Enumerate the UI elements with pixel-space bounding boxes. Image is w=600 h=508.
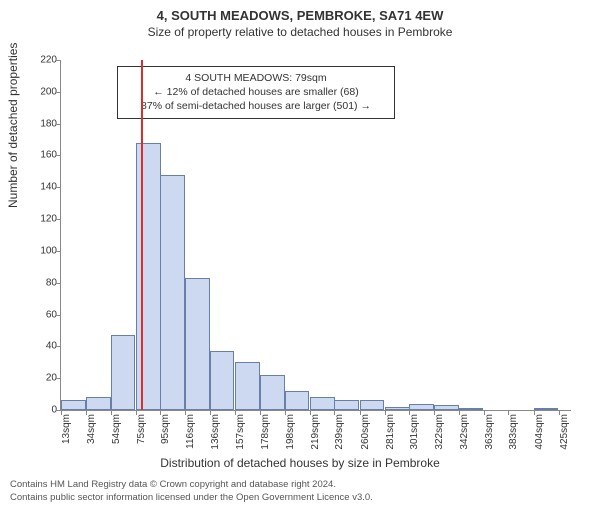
info-line-1: 4 SOUTH MEADOWS: 79sqm [126,71,386,85]
y-tick-mark [56,124,61,125]
x-tick: 425sqm [559,414,570,450]
x-tick: 301sqm [409,414,420,450]
page-title: 4, SOUTH MEADOWS, PEMBROKE, SA71 4EW [0,8,600,23]
footer-line-2: Contains public sector information licen… [10,492,373,504]
histogram-bar [459,408,484,410]
histogram-bar [409,404,434,410]
x-tick: 136sqm [210,414,221,450]
x-tick: 260sqm [360,414,371,450]
histogram-bar [385,407,410,410]
x-tick-mark [185,410,186,415]
x-tick: 116sqm [185,414,196,449]
x-tick-mark [285,410,286,415]
x-tick-mark [136,410,137,415]
footer-attribution: Contains HM Land Registry data © Crown c… [10,479,373,504]
y-tick-mark [56,315,61,316]
x-tick-mark [484,410,485,415]
x-axis-label: Distribution of detached houses by size … [0,456,600,470]
histogram-bar [360,400,385,410]
histogram-chart: 4 SOUTH MEADOWS: 79sqm ← 12% of detached… [60,60,571,411]
x-tick-mark [334,410,335,415]
x-tick: 342sqm [459,414,470,450]
info-line-3: 87% of semi-detached houses are larger (… [126,99,386,113]
x-tick: 281sqm [385,414,396,450]
y-tick-mark [56,283,61,284]
info-line-2: ← 12% of detached houses are smaller (68… [126,85,386,99]
y-tick-mark [56,378,61,379]
histogram-bar [334,400,359,410]
x-tick: 75sqm [136,414,147,444]
marker-line [141,60,143,410]
x-tick: 404sqm [534,414,545,450]
y-tick-mark [56,155,61,156]
y-tick-mark [56,60,61,61]
x-tick: 322sqm [434,414,445,450]
x-tick: 157sqm [235,414,246,450]
histogram-bar [61,400,86,410]
x-tick-mark [210,410,211,415]
info-box: 4 SOUTH MEADOWS: 79sqm ← 12% of detached… [117,66,395,119]
histogram-bar [111,335,136,410]
y-tick-mark [56,92,61,93]
x-tick-mark [360,410,361,415]
x-tick: 13sqm [61,414,72,444]
histogram-bar [310,397,335,410]
y-tick-mark [56,251,61,252]
x-tick-mark [385,410,386,415]
histogram-bar [534,408,559,410]
histogram-bar [434,405,459,410]
x-tick-mark [61,410,62,415]
x-tick: 198sqm [285,414,296,450]
x-tick-mark [434,410,435,415]
histogram-bar [160,175,185,410]
histogram-bar [285,391,310,410]
x-tick: 178sqm [260,414,271,450]
y-tick-mark [56,219,61,220]
x-tick-mark [559,410,560,415]
x-tick-mark [160,410,161,415]
histogram-bar [210,351,235,410]
histogram-bar [86,397,111,410]
x-tick: 34sqm [86,414,97,444]
x-tick-mark [235,410,236,415]
x-tick-mark [260,410,261,415]
x-tick: 95sqm [160,414,171,444]
histogram-bar [136,143,161,410]
x-tick-mark [409,410,410,415]
footer-line-1: Contains HM Land Registry data © Crown c… [10,479,373,491]
x-tick-mark [508,410,509,415]
x-tick-mark [534,410,535,415]
x-tick: 54sqm [111,414,122,444]
y-tick-mark [56,346,61,347]
x-tick: 363sqm [484,414,495,450]
x-tick: 239sqm [334,414,345,450]
histogram-bar [235,362,260,410]
x-tick-mark [86,410,87,415]
histogram-bar [260,375,285,410]
x-tick-mark [459,410,460,415]
y-tick-mark [56,187,61,188]
histogram-bar [185,278,210,410]
page-subtitle: Size of property relative to detached ho… [0,25,600,39]
x-tick: 219sqm [310,414,321,450]
y-axis-label: Number of detached properties [6,43,20,208]
x-tick: 383sqm [508,414,519,450]
x-tick-mark [310,410,311,415]
x-tick-mark [111,410,112,415]
